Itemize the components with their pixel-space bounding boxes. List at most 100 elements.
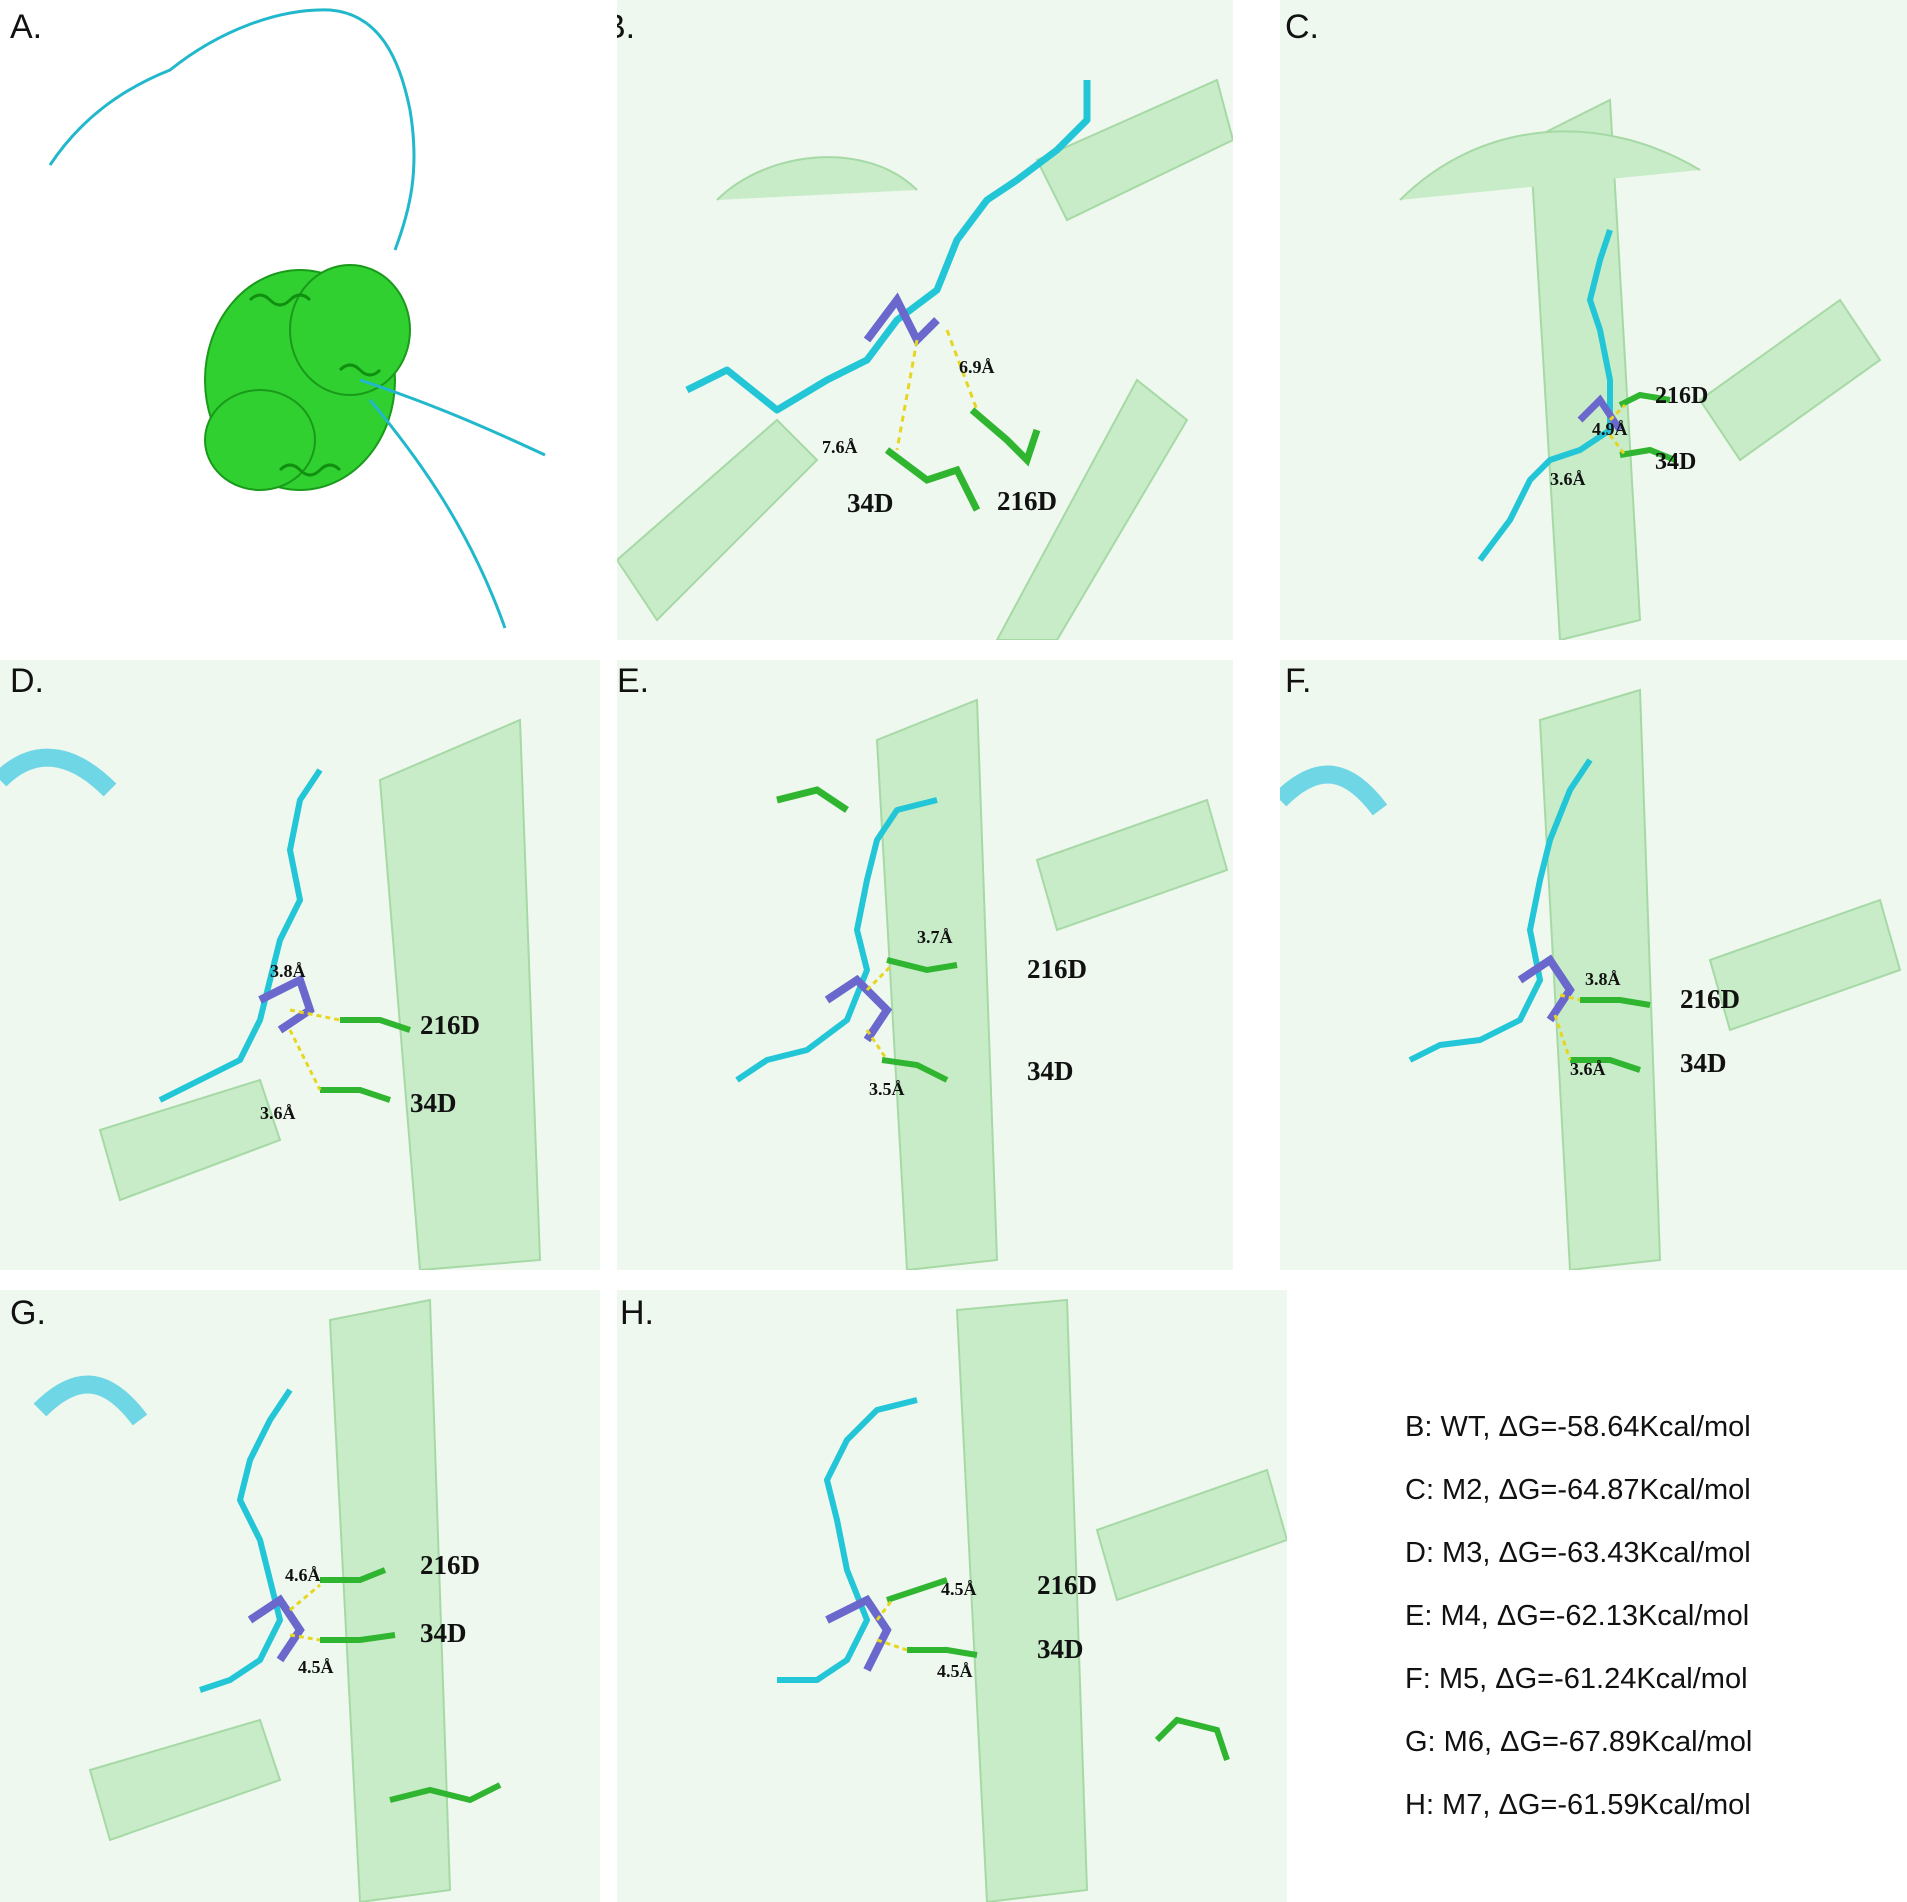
hbond-1 [289,1583,321,1612]
asp-34-residue [1570,1057,1641,1073]
extra-residue [1154,1716,1230,1761]
residue-label-34d: 34D [410,1088,457,1118]
legend-item: D: M3, ΔG=-63.43Kcal/mol [1405,1537,1751,1569]
binding-site-view [1399,98,1882,640]
panel-c-letter: C. [1285,8,1319,46]
peptide-backbone [158,768,323,1103]
faded-protein-sheets [1538,688,1902,1270]
highlighted-residue [824,974,893,1043]
structure-overview [48,8,546,629]
distance-label-2: 4.5Å [298,1657,334,1677]
legend-item: E: M4, ΔG=-62.13Kcal/mol [1405,1600,1750,1632]
distance-label-2: 6.9Å [959,357,995,377]
panel-e: E. 216D 34D 3.7Å 3.5Å [617,660,1233,1270]
peptide-backbone [735,797,938,1083]
panel-h-letter: H. [620,1294,654,1332]
faded-protein-sheets [955,1298,1287,1902]
panel-g: G. 216D 34D 4.6Å 4.5Å [0,1290,600,1902]
legend-item: C: M2, ΔG=-64.87Kcal/mol [1405,1474,1751,1506]
asp-34-residue [1619,446,1677,463]
cyan-helix [33,1375,148,1426]
residue-label-34d: 34D [847,488,894,518]
panel-a: A. [0,0,600,640]
peptide-backbone [1477,229,1613,562]
highlighted-residue [1517,954,1575,1023]
distance-label-1: 4.6Å [285,1565,321,1585]
cyan-helix [0,748,117,797]
glu-residue [776,786,849,813]
hbond-1 [1608,403,1627,422]
residue-label-216d: 216D [1037,1570,1097,1600]
binding-site-view [777,1298,1287,1902]
binding-site-view [1280,688,1902,1270]
binding-site-view [0,718,542,1270]
residue-label-216d: 216D [420,1010,480,1040]
distance-label-2: 3.6Å [260,1103,296,1123]
faded-protein-sheets [1399,98,1882,640]
legend-item: H: M7, ΔG=-61.59Kcal/mol [1405,1789,1751,1821]
asp-216-residue [886,957,958,974]
globular-domain [204,264,411,491]
legend-item: F: M5, ΔG=-61.24Kcal/mol [1405,1663,1748,1695]
panel-f: F. 216D 34D 3.8Å 3.6Å [1280,660,1907,1270]
panel-f-letter: F. [1285,662,1312,700]
hbond-1 [1559,993,1581,1002]
panel-c: C. 216D 34D 4.9Å 3.6Å [1280,0,1907,640]
distance-label-1: 7.6Å [822,437,858,457]
residue-label-216d: 216D [1027,954,1087,984]
asp-216-residue [1618,391,1671,408]
panel-e-letter: E. [617,662,650,700]
highlighted-residue [825,1594,892,1672]
hbond-2 [1553,1014,1572,1061]
binding-site-view [33,1298,502,1902]
distance-label-1: 4.5Å [941,1579,977,1599]
residue-label-216d: 216D [997,486,1057,516]
binding-site-view [735,698,1229,1270]
c-terminal-tail-1 [359,378,546,457]
panel-d-letter: D. [10,662,44,700]
asp-216-residue [969,407,1041,467]
cyan-helix [1280,765,1388,816]
distance-label-1: 3.8Å [270,961,306,981]
hbond-1 [875,1599,894,1621]
panel-b-letter: B. [617,8,636,46]
distance-label-2: 3.6Å [1570,1059,1606,1079]
panel-g-letter: G. [10,1294,46,1332]
hbond-1 [895,339,919,451]
residue-label-34d: 34D [1027,1056,1074,1086]
panel-d: D. 216D 34D 3.8Å 3.6Å [0,660,600,1270]
binding-site-view [617,78,1233,640]
residue-label-34d: 34D [1680,1048,1727,1078]
asp-34-residue [320,1632,396,1643]
asp-216-residue [1580,997,1651,1008]
legend-item: G: M6, ΔG=-67.89Kcal/mol [1405,1726,1753,1758]
hbond-1 [865,963,894,992]
peptide-backbone [777,1397,918,1683]
distance-label-1: 3.7Å [917,927,953,947]
peptide-backbone [199,1388,293,1693]
hbond-2 [1608,434,1627,456]
residue-label-34d: 34D [1655,449,1697,475]
extra-residue [389,1782,502,1804]
residue-label-34d: 34D [1037,1634,1084,1664]
legend-item: B: WT, ΔG=-58.64Kcal/mol [1405,1411,1751,1443]
peptide-backbone [685,80,1091,414]
hbond-2 [288,1029,322,1091]
residue-label-216d: 216D [1655,383,1709,409]
distance-label-2: 3.6Å [1550,469,1586,489]
asp-34-residue [881,1057,949,1083]
hbond-2 [945,329,979,411]
c-terminal-tail-2 [368,399,507,629]
distance-label-1: 3.8Å [1585,969,1621,989]
energy-legend: B: WT, ΔG=-58.64Kcal/mol C: M2, ΔG=-64.8… [1405,1396,1875,1837]
distance-label-1: 4.9Å [1592,419,1628,439]
asp-216-residue [886,1577,948,1603]
highlighted-residue [863,292,940,347]
asp-34-residue [320,1087,391,1103]
faded-protein-sheets [875,698,1229,1270]
highlighted-residue [258,974,315,1034]
asp-216-residue [340,1017,411,1033]
residue-label-216d: 216D [1680,984,1740,1014]
helix-coils [248,293,382,477]
highlighted-residue [247,1594,305,1663]
